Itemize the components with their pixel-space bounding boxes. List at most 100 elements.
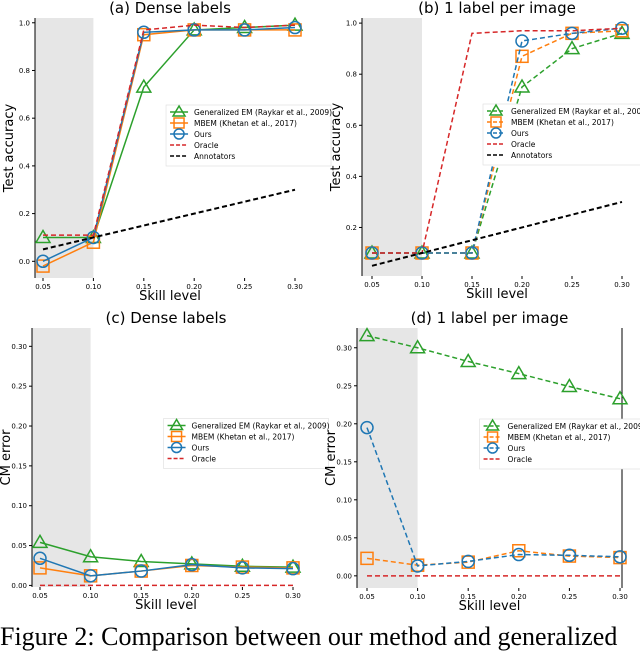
data-point-ours <box>235 561 250 575</box>
y-tick-label: 0.30 <box>11 343 27 351</box>
x-tick-label: 0.05 <box>35 283 51 291</box>
y-tick-label: 0.20 <box>11 423 27 431</box>
data-point-gem <box>510 365 528 380</box>
y-tick-label: 0.8 <box>346 71 357 79</box>
data-point-ours <box>83 569 98 583</box>
legend: Generalized EM (Raykar et al., 2009) MBEM… <box>479 418 640 470</box>
legend-box <box>482 103 640 166</box>
legend-label: Oracle <box>194 141 219 150</box>
data-point-ours <box>36 254 50 269</box>
data-point-ours <box>33 551 47 566</box>
data-point-mbem <box>33 561 47 575</box>
x-tick-label: 0.30 <box>612 593 628 601</box>
data-point-ours <box>565 26 579 41</box>
data-point-ours <box>410 559 425 573</box>
x-tick-label: 0.15 <box>133 592 149 600</box>
legend-marker-ours <box>486 442 499 454</box>
data-point-gem <box>409 339 426 354</box>
legend-label: Generalized EM (Raykar et al., 2009) <box>508 422 640 431</box>
x-tick-label: 0.20 <box>514 281 530 289</box>
data-point-ours <box>134 564 148 578</box>
y-tick-label: 0.00 <box>336 572 352 580</box>
data-point-ours <box>461 554 475 569</box>
data-point-gem <box>363 244 381 259</box>
data-point-ours <box>515 34 529 48</box>
legend-label: Generalized EM (Raykar et al., 2009) <box>194 108 332 117</box>
y-tick-label: 1.0 <box>19 19 30 27</box>
x-tick-label: 0.30 <box>287 283 303 291</box>
data-point-gem <box>513 78 531 93</box>
data-point-gem <box>31 533 49 549</box>
x-axis-label: Skill level <box>459 599 521 614</box>
data-point-gem <box>358 327 376 342</box>
legend-marker-mbem <box>490 116 502 128</box>
y-tick-label: 0.30 <box>336 344 352 352</box>
y-tick-label: 0.8 <box>19 67 30 75</box>
legend-marker-mbem <box>173 117 185 129</box>
y-tick-label: 0.00 <box>11 582 27 590</box>
x-tick-label: 0.10 <box>83 592 99 600</box>
series-line-oracle <box>43 24 296 236</box>
legend-label: Ours <box>511 129 529 138</box>
y-tick-label: 0.2 <box>346 224 357 232</box>
shaded-region <box>32 328 91 587</box>
legend: Generalized EM (Raykar et al., 2009) MBEM… <box>482 103 640 166</box>
y-tick-label: 0.05 <box>336 534 352 542</box>
data-point-ours <box>185 557 199 572</box>
legend-label: Ours <box>192 444 210 453</box>
y-tick-label: 0.0 <box>19 258 30 266</box>
panel-title: (c) Dense labels <box>106 309 227 327</box>
x-tick-label: 0.05 <box>359 593 375 601</box>
legend-label: MBEM (Khetan et al., 2017) <box>194 119 297 128</box>
y-tick-label: 0.15 <box>11 462 27 470</box>
series-line-gem <box>39 541 294 568</box>
legend-label: Ours <box>194 130 212 139</box>
x-tick-label: 0.30 <box>285 592 301 600</box>
data-point-gem <box>132 553 150 568</box>
series-line-ours <box>366 427 621 567</box>
data-point-gem <box>561 378 578 393</box>
data-point-gem <box>611 390 629 405</box>
y-tick-label: 0.6 <box>346 122 358 130</box>
data-point-ours <box>613 550 627 564</box>
y-tick-label: 0.05 <box>11 542 27 550</box>
data-point-gem <box>135 78 153 93</box>
legend-marker-gem <box>171 104 187 117</box>
y-axis-label: CM error <box>324 429 339 486</box>
x-tick-label: 0.05 <box>364 281 380 289</box>
data-point-gem <box>413 244 431 259</box>
x-tick-label: 0.10 <box>414 281 430 289</box>
data-point-gem <box>183 555 201 570</box>
x-tick-label: 0.15 <box>460 593 476 601</box>
data-point-gem <box>234 557 251 573</box>
data-point-ours <box>615 21 629 35</box>
y-tick-label: 0.6 <box>19 115 31 123</box>
legend-box <box>165 104 332 167</box>
series-line-oracle <box>372 27 623 254</box>
data-point-gem <box>236 19 253 34</box>
x-tick-label: 0.30 <box>614 281 630 289</box>
legend-marker-gem <box>169 418 184 431</box>
legend-marker-gem <box>488 103 504 116</box>
data-point-ours <box>286 561 300 576</box>
data-point-gem <box>284 558 302 573</box>
legend-label: Oracle <box>511 140 536 149</box>
data-point-mbem <box>515 49 529 64</box>
data-point-ours <box>86 230 101 245</box>
shaded-region <box>357 328 418 588</box>
shaded-region <box>362 18 422 276</box>
panel-c: (c) Dense labels Skill level CM error 0.05 0… <box>0 309 330 613</box>
data-point-mbem <box>360 551 374 566</box>
legend-marker-mbem <box>486 431 499 443</box>
y-tick-label: 0.4 <box>19 162 31 170</box>
legend-box <box>163 418 329 469</box>
legend-label: Ours <box>508 444 526 453</box>
legend-box <box>479 418 640 470</box>
panel-a: (a) Dense labels Skill level Test accuracy… <box>2 0 332 304</box>
series-line-annotators <box>371 200 623 267</box>
x-axis-label: Skill level <box>466 287 528 302</box>
series-line-mbem <box>366 549 621 566</box>
data-point-mbem <box>512 543 526 558</box>
legend-label: Annotators <box>194 152 235 161</box>
